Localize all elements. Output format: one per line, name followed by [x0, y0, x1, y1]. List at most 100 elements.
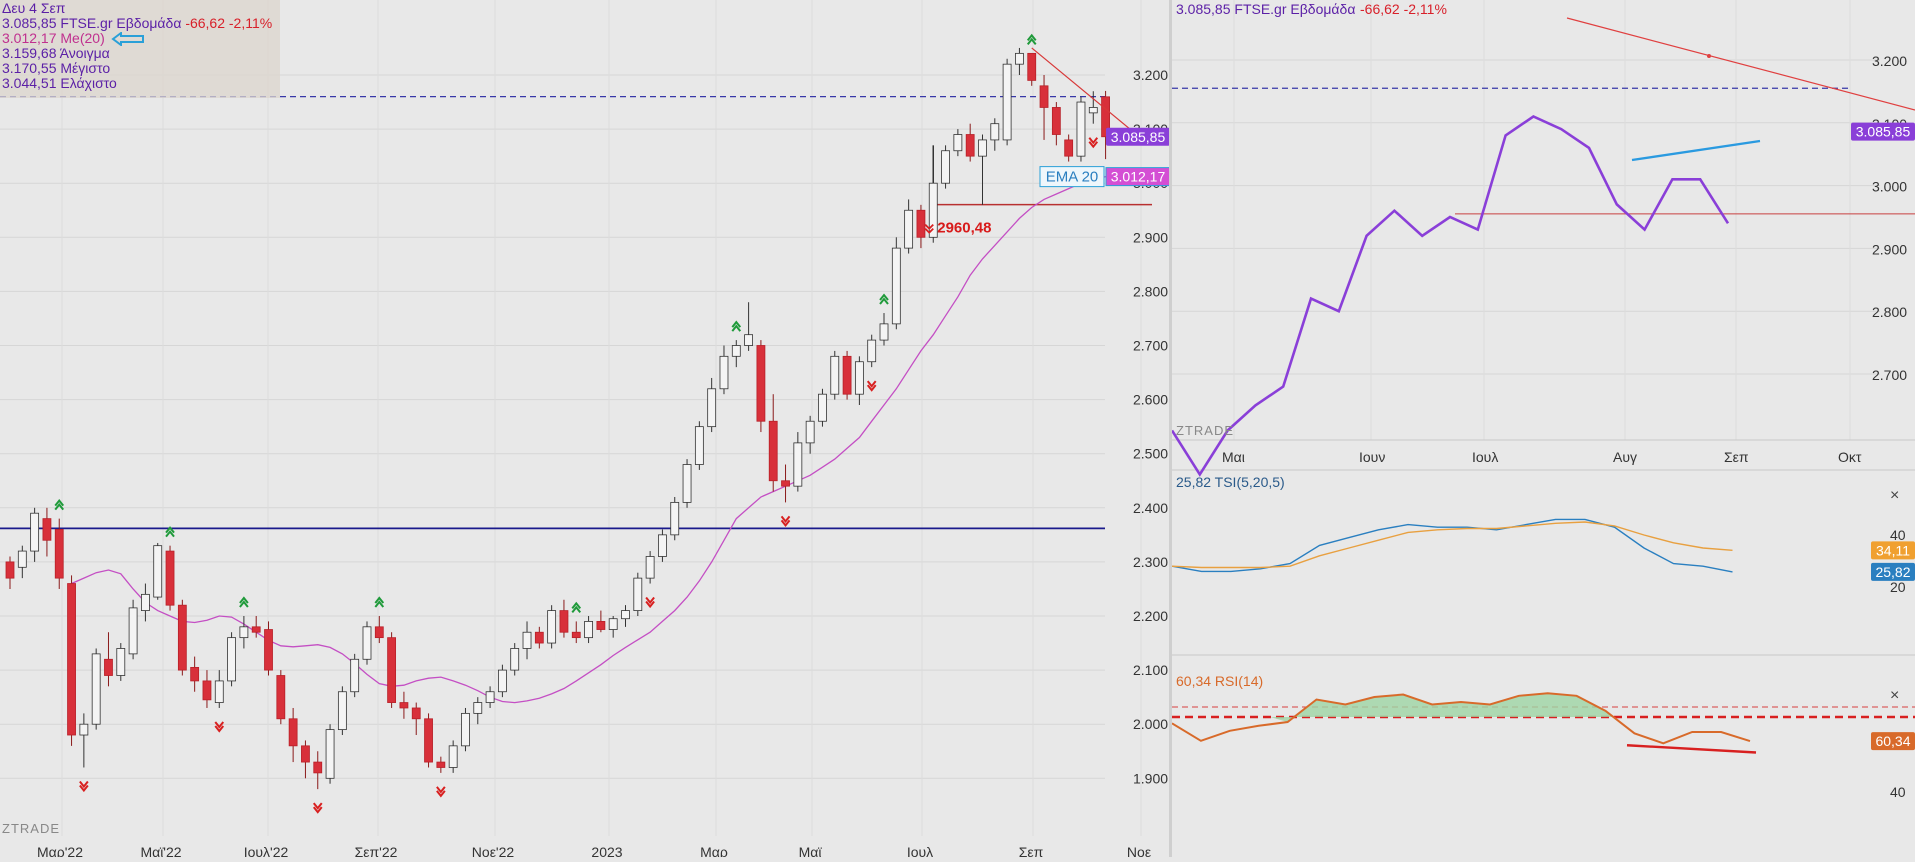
candle-body — [116, 648, 126, 676]
candle-body — [1051, 107, 1061, 135]
candle — [670, 496, 680, 541]
y-tick-label: 1.900 — [1133, 770, 1168, 786]
candle — [596, 610, 606, 633]
candle — [79, 713, 89, 768]
ema-badge-label: 3.012,17 — [1111, 169, 1166, 185]
y-tick-label: 2.200 — [1133, 608, 1168, 624]
candle-body — [190, 666, 200, 682]
x-tick-label: Σεπ'22 — [355, 844, 398, 857]
tsi-blue-badge-bg — [1871, 562, 1915, 581]
swing-low-icon — [436, 786, 446, 798]
candle — [1076, 96, 1086, 162]
candle — [953, 129, 963, 157]
candle-body — [227, 637, 236, 682]
swing-high-icon — [731, 320, 742, 332]
swing-high-icon — [374, 596, 385, 608]
candle-body — [891, 247, 901, 325]
legend-high: 3.170,55 Μέγιστο — [2, 60, 111, 76]
candle — [842, 350, 852, 400]
legend-price: 3.085,85 FTSE.gr Εβδομάδα — [2, 15, 182, 31]
y-tick-label: 3.200 — [1872, 53, 1907, 69]
candle-body — [1015, 52, 1024, 65]
swing-low-icon — [645, 596, 655, 609]
candle — [781, 464, 790, 503]
candle — [1039, 75, 1049, 140]
candle — [891, 237, 901, 330]
detail-pane[interactable]: 3.2003.1003.0002.9002.8002.700ΜαιΙουνΙου… — [1170, 0, 1915, 857]
candle — [399, 691, 409, 719]
candle — [461, 707, 470, 752]
detail-charts[interactable]: 3.2003.1003.0002.9002.8002.700ΜαιΙουνΙου… — [1170, 0, 1915, 857]
candle — [227, 632, 236, 687]
weekly-candle-pane[interactable]: 3.2003.1003.0002.9002.8002.7002.6002.500… — [0, 0, 1171, 860]
candle-body — [165, 550, 175, 606]
candle-body — [522, 631, 532, 649]
candle-body — [104, 658, 113, 676]
candle-body — [1088, 107, 1098, 114]
top-legend-change: -66,62 -2,11% — [1360, 1, 1447, 17]
candle — [534, 626, 544, 649]
candle — [17, 545, 27, 579]
y-tick-label: 3.200 — [1133, 67, 1168, 83]
candle — [965, 123, 975, 162]
candlestick-chart[interactable]: 3.2003.1003.0002.9002.8002.7002.6002.500… — [0, 0, 1171, 860]
candle-body — [461, 712, 470, 747]
x-tick-label: Μαϊ — [799, 844, 823, 857]
candle-body — [670, 501, 680, 536]
candle-body — [928, 182, 938, 238]
candle — [916, 204, 926, 249]
candle — [202, 670, 212, 708]
candle-body — [1027, 52, 1037, 81]
candle — [214, 670, 224, 708]
y-tick-label: 2.700 — [1872, 367, 1907, 383]
swing-high-icon — [54, 499, 65, 511]
candle — [731, 340, 741, 368]
x-tick-label: Ιουλ — [907, 844, 933, 857]
candle-body — [744, 334, 753, 346]
candle-body — [571, 631, 581, 639]
y-tick-label: 2.400 — [1133, 500, 1168, 516]
rsi-badge-bg — [1871, 732, 1915, 751]
candle — [153, 542, 163, 600]
candle — [165, 545, 175, 611]
candle — [621, 605, 630, 627]
candle-body — [510, 648, 520, 671]
tsi-title: 25,82 TSI(5,20,5) — [1176, 474, 1285, 490]
ema-label-box — [1039, 166, 1105, 188]
candle — [694, 421, 704, 470]
candle — [424, 713, 433, 768]
candle-body — [904, 209, 914, 249]
candle-body — [559, 610, 569, 633]
candle-body — [288, 718, 298, 747]
candle-body — [276, 675, 286, 720]
y-tick-label: 2.700 — [1133, 338, 1168, 354]
candle — [1051, 102, 1061, 146]
candle-body — [916, 209, 926, 238]
y-tick-label: 2.800 — [1872, 304, 1907, 320]
candle-body — [374, 626, 384, 639]
price-badge-label: 3.085,85 — [1856, 124, 1911, 140]
rsi-badge: 60,34 — [1875, 733, 1910, 749]
candle-body — [682, 464, 692, 503]
candle-body — [411, 707, 421, 720]
candle — [658, 529, 667, 562]
candle-body — [1064, 139, 1074, 157]
candle-body — [879, 323, 889, 341]
legend-low: 3.044,51 Ελάχιστο — [2, 75, 117, 91]
watermark: ZTRADE — [2, 821, 60, 836]
candle — [337, 686, 347, 736]
candle — [608, 616, 618, 638]
candle — [793, 432, 803, 492]
candle — [904, 199, 914, 254]
candle — [1101, 90, 1110, 160]
candle-body — [965, 134, 975, 157]
candle — [374, 616, 384, 644]
pane-divider[interactable] — [1169, 0, 1172, 857]
candle-body — [1101, 96, 1110, 138]
candle-body — [941, 150, 950, 184]
candle — [756, 340, 766, 433]
arrow-left-icon[interactable] — [110, 31, 145, 48]
candle — [141, 583, 150, 622]
candle-body — [497, 669, 507, 693]
candle-body — [141, 593, 150, 611]
